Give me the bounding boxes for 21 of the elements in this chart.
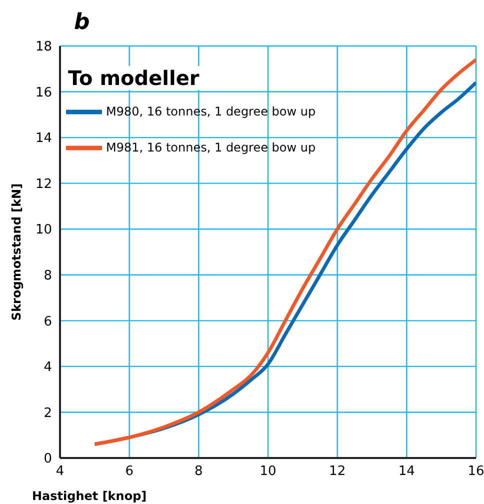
- x-tick-label: 10: [260, 464, 276, 480]
- legend-title: To modeller: [66, 66, 202, 90]
- y-tick-label: 6: [44, 314, 52, 330]
- x-axis-title: Hastighet [knop]: [32, 489, 147, 503]
- y-tick-label: 4: [44, 360, 52, 376]
- y-tick-label: 10: [35, 222, 52, 238]
- x-tick-label: 14: [398, 464, 415, 480]
- y-tick-label: 14: [35, 131, 52, 146]
- x-tick-label: 16: [468, 464, 484, 480]
- y-tick-label: 18: [35, 40, 52, 55]
- y-tick-label: 0: [44, 452, 52, 467]
- x-tick-label: 4: [56, 464, 64, 480]
- x-tick-label: 6: [125, 464, 134, 480]
- x-tick-label: 8: [194, 464, 203, 480]
- y-tick-label: 16: [35, 85, 52, 100]
- chart-title: b: [74, 10, 90, 35]
- x-tick-label: 12: [329, 464, 346, 480]
- y-tick-label: 8: [44, 268, 52, 284]
- y-tick-label: 12: [35, 176, 52, 192]
- y-tick-label: 2: [44, 406, 52, 421]
- y-axis-title: Skrogmotstand [kN]: [9, 183, 24, 321]
